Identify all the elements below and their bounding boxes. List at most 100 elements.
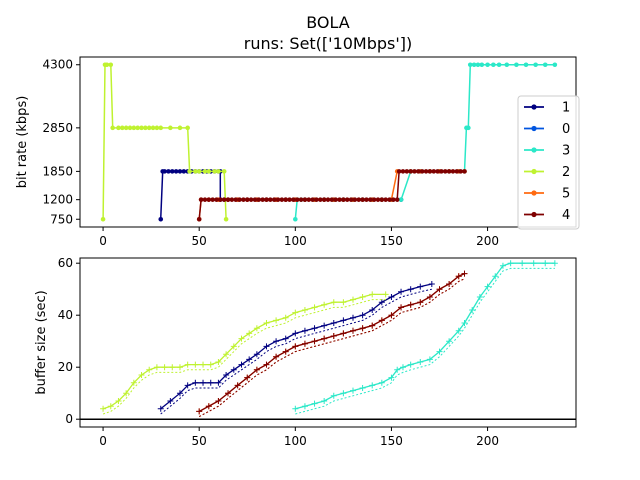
legend-marker-4 [531, 211, 537, 218]
bitrate-point-3 [479, 62, 485, 68]
buffer-marker-1 [388, 294, 395, 300]
bitrate-line-4 [198, 170, 465, 220]
bitrate-point-3 [491, 62, 496, 68]
buffer-marker-3 [311, 400, 318, 407]
buffer-marker-2 [169, 364, 176, 371]
buffer-ytick-label: 40 [58, 308, 73, 322]
buffer-marker-2 [238, 335, 245, 342]
buffer-dotted-1 [160, 288, 432, 415]
bitrate-point-4 [404, 169, 410, 174]
bitrate-point-3 [523, 62, 529, 68]
buffer-marker-3 [530, 260, 537, 267]
legend: 1 0 3 2 5 4 [517, 95, 580, 230]
buffer-marker-3 [321, 398, 328, 404]
bitrate-point-4 [260, 197, 265, 202]
bitrate-point-3 [504, 62, 510, 68]
bitrate-point-3 [471, 62, 477, 68]
buffer-marker-1 [282, 335, 289, 342]
bitrate-ytick-label: 750 [50, 212, 73, 226]
buffer-marker-3 [469, 307, 476, 313]
buffer-marker-2 [246, 330, 253, 337]
bitrate-point-1 [162, 169, 167, 174]
bitrate-point-4 [318, 197, 323, 202]
bitrate-point-4 [210, 197, 215, 202]
bitrate-point-3 [514, 62, 519, 68]
legend-marker-3 [531, 147, 537, 153]
bitrate-point-4 [275, 197, 281, 202]
bitrate-point-3 [485, 62, 490, 68]
bitrate-point-4 [294, 197, 300, 202]
bitrate-xtick-label: 0 [99, 234, 107, 248]
buffer-marker-3 [292, 405, 299, 412]
bitrate-point-4 [344, 197, 350, 202]
buffer-marker-2 [130, 379, 137, 386]
bitrate-point-3 [466, 125, 471, 131]
legend-marker-5 [531, 190, 537, 196]
bitrate-point-2 [154, 125, 160, 131]
chart-subtitle: runs: Set(['10Mbps']) [244, 34, 413, 53]
bitrate-point-4 [348, 197, 354, 202]
legend-marker-1 [531, 104, 537, 110]
bitrate-point-4 [264, 197, 269, 202]
bitrate-point-2 [202, 169, 208, 174]
buffer-marker-1 [301, 327, 308, 334]
bitrate-point-4 [367, 197, 373, 202]
buffer-line-4 [198, 273, 465, 412]
bitrate-point-4 [383, 197, 388, 202]
buffer-marker-4 [215, 398, 222, 404]
bitrate-point-4 [333, 197, 338, 202]
buffer-marker-2 [230, 343, 237, 350]
buffer-marker-1 [398, 288, 405, 295]
buffer-dotted-2 [102, 299, 386, 415]
buffer-marker-1 [263, 343, 270, 350]
bitrate-point-4 [431, 169, 437, 174]
buffer-marker-3 [499, 262, 506, 269]
buffer-marker-3 [446, 338, 453, 345]
bitrate-xtick-label: 150 [380, 234, 403, 248]
buffer-marker-4 [417, 299, 424, 306]
bitrate-series-1 [158, 169, 404, 222]
buffer-ytick-label: 60 [58, 256, 73, 270]
buffer-marker-2 [321, 301, 328, 308]
buffer-marker-4 [436, 286, 443, 293]
buffer-marker-4 [273, 353, 280, 360]
buffer-marker-2 [311, 304, 318, 311]
buffer-marker-1 [200, 379, 207, 386]
buffer-marker-3 [507, 260, 514, 267]
bitrate-point-1 [166, 169, 171, 174]
bitrate-point-2 [139, 125, 144, 131]
bitrate-point-3 [552, 62, 558, 68]
bitrate-point-4 [321, 197, 327, 202]
buffer-marker-4 [301, 340, 308, 347]
buffer-marker-4 [263, 361, 270, 368]
buffer-marker-3 [492, 273, 499, 280]
bitrate-point-4 [419, 169, 425, 174]
buffer-marker-1 [340, 317, 347, 324]
bitrate-point-4 [268, 197, 273, 202]
buffer-marker-4 [359, 325, 366, 332]
bitrate-point-4 [375, 197, 381, 202]
buffer-marker-3 [301, 403, 308, 410]
bitrate-point-4 [302, 197, 308, 202]
bitrate-point-4 [241, 197, 246, 202]
bitrate-point-4 [439, 169, 444, 174]
bitrate-point-1 [177, 169, 183, 174]
bitrate-point-4 [416, 169, 421, 174]
buffer-marker-2 [138, 372, 145, 378]
buffer-marker-2 [330, 299, 337, 306]
buffer-marker-3 [378, 379, 385, 386]
bitrate-point-4 [462, 169, 467, 174]
bitrate-point-4 [310, 197, 315, 202]
buffer-marker-4 [196, 408, 203, 415]
buffer-marker-4 [455, 273, 462, 280]
bitrate-point-4 [458, 169, 463, 174]
buffer-marker-4 [446, 281, 453, 287]
bitrate-point-4 [329, 197, 335, 202]
buffer-marker-2 [282, 314, 289, 321]
bitrate-point-3 [475, 62, 481, 68]
buffer-marker-4 [378, 317, 385, 324]
buffer-marker-2 [115, 398, 122, 404]
bitrate-point-3 [533, 62, 538, 68]
buffer-series-3 [292, 260, 558, 415]
